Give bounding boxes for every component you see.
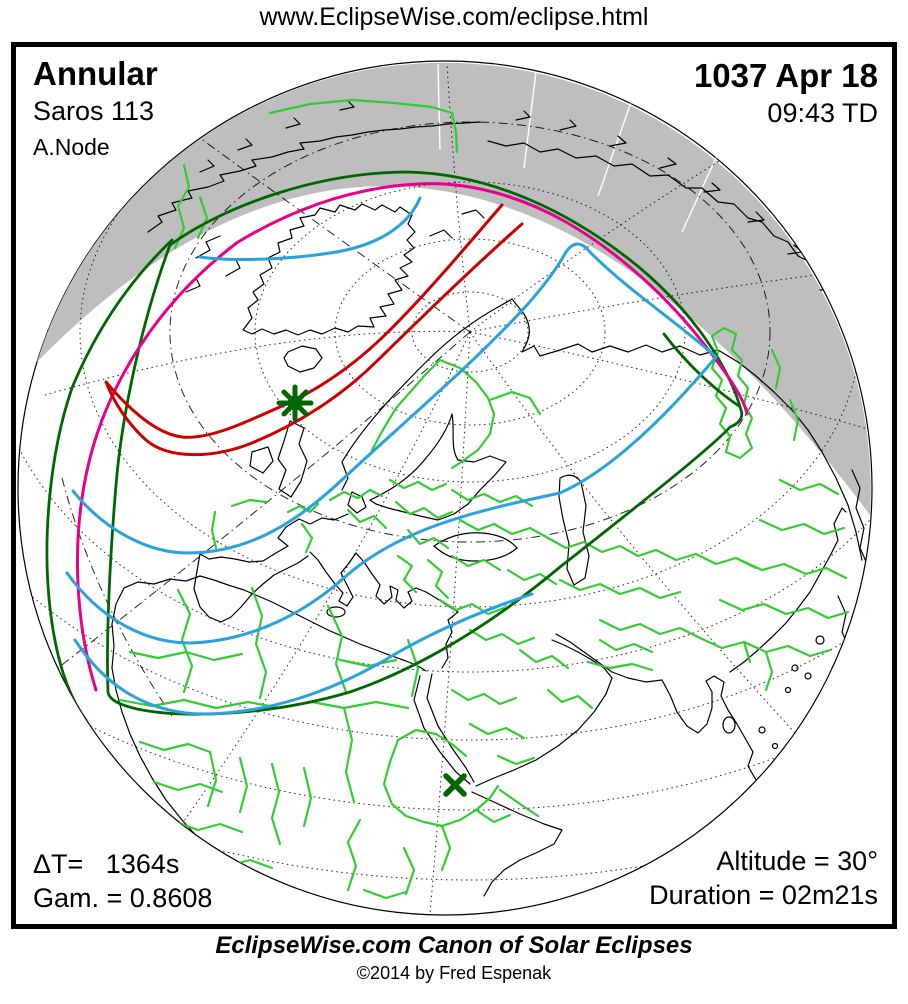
max-eclipse-curve-2: [65, 355, 718, 645]
subsolar-x-icon: [443, 773, 467, 797]
site-url-text: www.EclipseWise.com/eclipse.html: [259, 3, 649, 31]
saros-label: Saros 113: [33, 95, 155, 126]
footer-title: EclipseWise.com Canon of Solar Eclipses: [215, 932, 693, 959]
coast-ireland: [249, 446, 274, 474]
coast-india: [661, 675, 746, 739]
coast-black-sea: [433, 532, 518, 562]
coast-red-sea-east: [426, 673, 475, 783]
coast-red-sea-west: [413, 675, 471, 785]
coast-china: [729, 507, 847, 673]
coast-sri-lanka: [722, 716, 736, 734]
greatest-eclipse-star-icon: [276, 384, 314, 422]
eclipse-info-bottom-right: Altitude = 30° Duration = 02m21s: [649, 843, 878, 911]
coast-iceland: [283, 345, 323, 373]
duration-value: Duration = 02m21s: [649, 880, 878, 911]
sunrise-sunset-curve: [75, 182, 749, 692]
coast-east-mediterranean: [355, 552, 459, 669]
country-borders: [118, 98, 850, 900]
coast-north-africa: [199, 575, 427, 672]
gamma-value: Gam. = 0.8608: [33, 883, 213, 914]
delta-t-value: ΔT= 1364s: [33, 849, 180, 879]
border-ethiopia: [396, 728, 468, 758]
penumbral-limit-spur: [662, 332, 741, 408]
coast-greenland: [242, 203, 416, 336]
border-east-russia: [710, 326, 754, 460]
eclipse-map: [17, 60, 873, 916]
eclipse-info-bottom-left: ΔT= 1364s Gam. = 0.8608: [33, 846, 212, 914]
altitude-value: Altitude = 30°: [716, 846, 878, 876]
border-scandinavia: [370, 358, 442, 452]
eclipse-time: 09:43 TD: [767, 97, 878, 128]
coast-italy: [309, 551, 357, 607]
coast-sicily: [326, 606, 346, 618]
border-alaska: [268, 98, 459, 154]
coast-arabia: [475, 639, 613, 787]
graticule-white: [523, 71, 537, 169]
node-label: A.Node: [33, 133, 110, 160]
annular-path-limits: [104, 203, 524, 457]
penumbral-limit-loop: [106, 170, 744, 716]
eclipse-date: 1037 Apr 18: [693, 57, 878, 94]
max-eclipse-curve-3: [73, 592, 534, 716]
coast-scandinavia: [341, 298, 541, 463]
coast-britain: [277, 420, 308, 498]
eclipse-info-top-right: 1037 Apr 18 09:43 TD: [694, 57, 878, 129]
coast-horn-of-africa: [471, 791, 563, 897]
footer-copyright: ©2014 by Fred Espenak: [356, 963, 552, 983]
max-eclipse-curve-1: [71, 242, 718, 555]
coast-southeast-asia: [744, 737, 757, 781]
graticule-white: [437, 63, 441, 151]
coast-europe-atlantic: [193, 513, 349, 623]
max-eclipse-curve-north: [198, 196, 422, 262]
map-frame: Annular Saros 113 A.Node 1037 Apr 18 09:…: [11, 42, 897, 929]
eclipse-type-label: Annular: [33, 55, 158, 92]
eclipse-info-top-left: Annular Saros 113 A.Node: [33, 55, 158, 160]
eclipse-curves: [45, 170, 749, 797]
penumbral-limit-outer-west: [45, 238, 174, 722]
